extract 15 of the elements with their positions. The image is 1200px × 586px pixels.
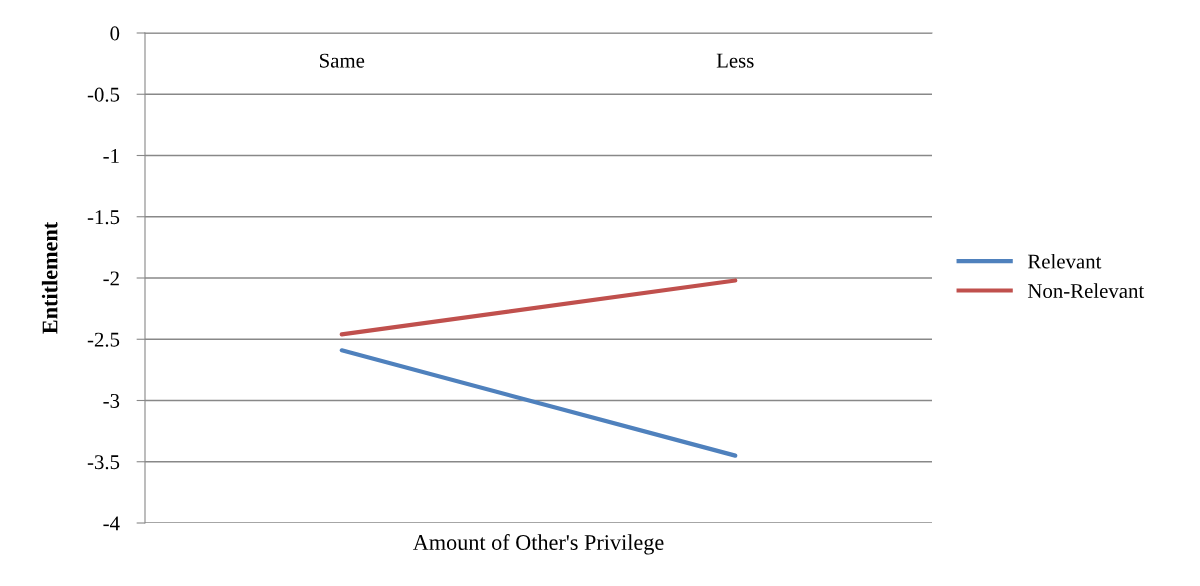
- y-tick-label: -0.5: [87, 87, 120, 102]
- x-tick-label: Less: [716, 53, 754, 68]
- x-tick-label: Same: [320, 53, 365, 68]
- y-tick-label: -2.5: [87, 332, 120, 347]
- legend-label: Relevant: [1027, 253, 1102, 269]
- y-tick-label: -4: [103, 516, 120, 531]
- y-tick-label: -1.5: [87, 210, 120, 225]
- y-axis-title: Entitlement: [41, 221, 58, 334]
- y-tick-label: -2: [103, 271, 119, 286]
- x-axis-title: Amount of Other's Privilege: [412, 534, 664, 555]
- y-tick-label: -3.5: [87, 455, 120, 470]
- legend-label: Non-Relevant: [1027, 283, 1145, 298]
- y-tick-label: -1: [103, 148, 119, 163]
- y-tick-label: 0: [110, 26, 120, 41]
- y-tick-label: -3: [103, 393, 120, 408]
